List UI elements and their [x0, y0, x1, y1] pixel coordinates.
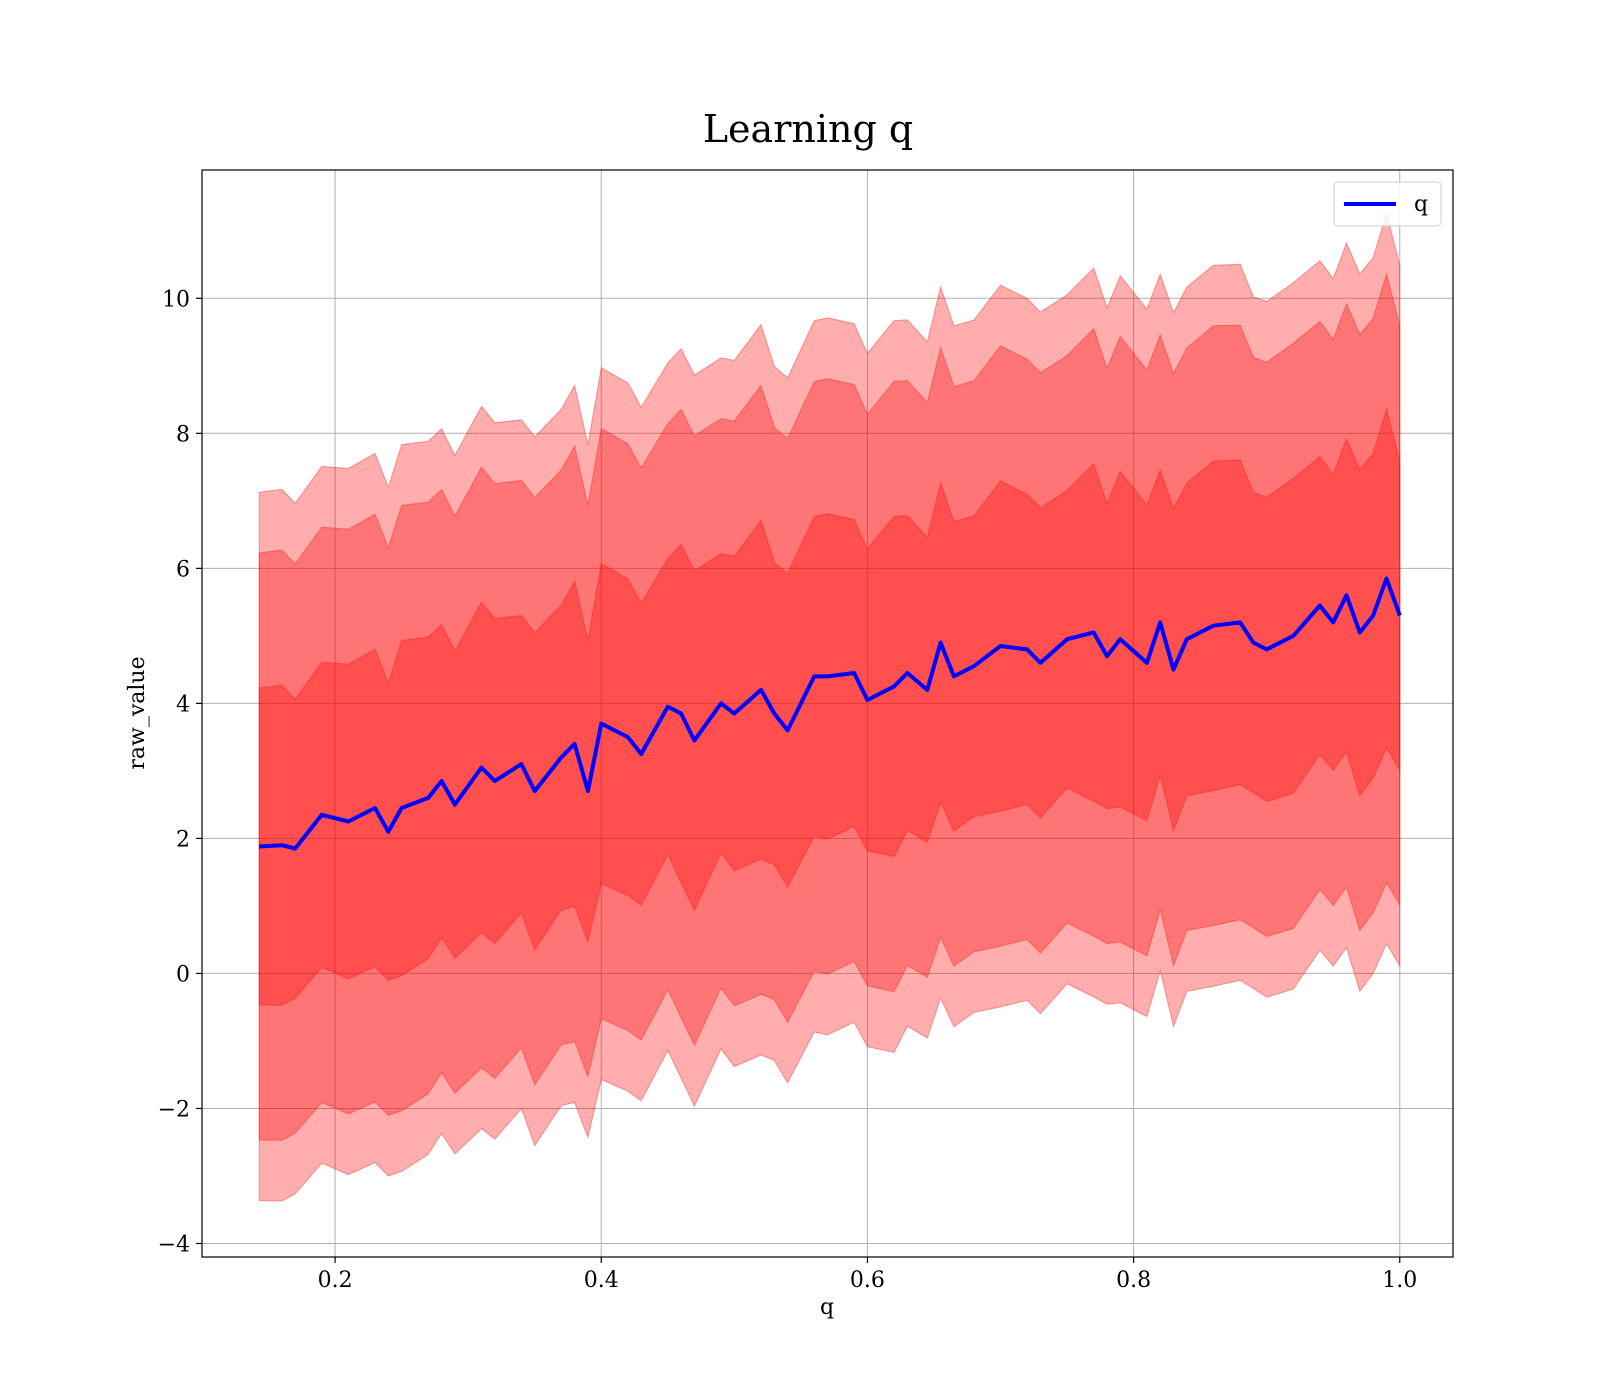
bands	[258, 211, 1401, 1202]
x-tick-label: 0.4	[584, 1268, 619, 1293]
legend-label-q: q	[1414, 192, 1428, 217]
band-sigma-3	[258, 211, 1401, 1202]
x-tick-label: 0.2	[318, 1268, 353, 1293]
y-tick-label: 2	[176, 827, 190, 852]
x-axis-label: q	[820, 1295, 834, 1320]
chart-title: Learning q	[703, 107, 913, 151]
band-sigma-2	[258, 272, 1401, 1141]
series-lines	[259, 576, 1402, 851]
x-tick-label: 0.8	[1116, 1268, 1151, 1293]
band-sigma-1	[258, 407, 1401, 1006]
series-line-q	[259, 576, 1402, 851]
legend: q	[1333, 181, 1442, 227]
y-tick-label: 6	[176, 557, 190, 582]
y-axis-label: raw_value	[125, 656, 150, 769]
x-tick-label: 0.6	[850, 1268, 885, 1293]
y-tick-label: 10	[162, 287, 190, 312]
y-tick-label: 4	[176, 692, 190, 717]
y-tick-label: −4	[158, 1232, 190, 1257]
y-tick-label: −2	[158, 1097, 190, 1122]
x-tick-label: 1.0	[1382, 1268, 1417, 1293]
y-tick-label: 0	[176, 962, 190, 987]
y-axis-ticks: −4 −2 0 2 4 6 8 10	[158, 287, 202, 1257]
y-tick-label: 8	[176, 422, 190, 447]
plot-frame	[201, 169, 1454, 1258]
grid	[202, 170, 1453, 1257]
x-axis-ticks: 0.2 0.4 0.6 0.8 1.0	[318, 1257, 1417, 1293]
